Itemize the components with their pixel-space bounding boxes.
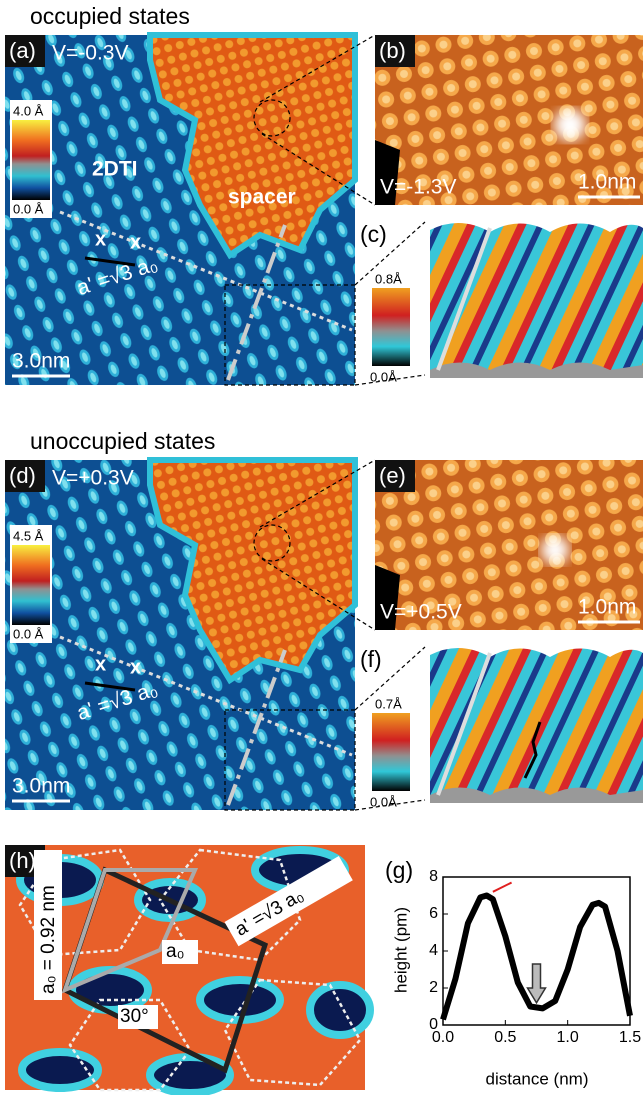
cbar-max: 4.5 Å [13, 528, 44, 543]
scale-label: 3.0nm [12, 350, 70, 373]
bias: V=-1.3V [380, 176, 456, 199]
panel-label: (f) [360, 646, 382, 672]
cbar-max: 4.0 Å [13, 103, 44, 118]
region-label: spacer [228, 186, 296, 209]
x-tick-label: 0.0 [432, 1029, 454, 1046]
panel-e: (e) V=+0.5V 1.0nm [375, 460, 643, 630]
y-axis-label: height (pm) [391, 907, 410, 993]
panel-a: (a) V=-0.3V 4.0 Å 0.0 Å 2DTI spacer x x … [5, 35, 355, 385]
svg-text:x: x [130, 656, 141, 678]
heading: occupied states [30, 3, 190, 29]
panel-label: (c) [360, 221, 387, 247]
cbar-min: 0.0 Å [13, 201, 44, 216]
panel-label: (d) [9, 463, 36, 488]
figure: occupied states (a) V=-0.3V 4.0 Å 0.0 Å … [0, 0, 643, 1095]
y-tick-label: 4 [429, 942, 438, 959]
bias: V=+0.5V [380, 601, 462, 624]
a0-label: a₀ = 0.92 nm [38, 885, 59, 994]
arrow [493, 883, 512, 892]
cbar-min: 0.0Å [370, 369, 397, 384]
cbar-min: 0.0 Å [13, 626, 44, 641]
svg-text:x: x [95, 228, 106, 250]
svg-text:x: x [95, 653, 106, 675]
y-tick-label: 6 [429, 905, 438, 922]
cbar-min: 0.0Å [370, 794, 397, 809]
region-label: 2DTI [92, 158, 138, 181]
svg-text:x: x [130, 231, 141, 253]
arrow [528, 964, 546, 1003]
panel-label: (g) [385, 857, 413, 883]
panel-label: (e) [379, 463, 406, 488]
panel-h: (h) a₀ = 0.92 nm a' =√3 a₀ a₀ 30° [5, 845, 370, 1093]
panel-c: (c) 0.8Å 0.0Å [360, 221, 643, 384]
x-tick-label: 1.0 [557, 1029, 579, 1046]
panel-label: (h) [9, 848, 36, 873]
angle-label: 30° [120, 1006, 149, 1027]
x-axis-label: distance (nm) [486, 1069, 589, 1088]
cbar-max: 0.7Å [375, 696, 402, 711]
a0-short: a₀ [166, 941, 184, 962]
heading: unoccupied states [30, 428, 215, 454]
panel-label: (a) [9, 38, 36, 63]
scale-label: 3.0nm [12, 775, 70, 798]
bias: V=+0.3V [52, 467, 134, 490]
x-tick-label: 0.5 [494, 1029, 516, 1046]
panel-d: (d) V=+0.3V 4.5 Å 0.0 Å x x a' =√3 a₀ 3.… [5, 460, 355, 810]
panel-label: (b) [379, 38, 406, 63]
scale-label: 1.0nm [578, 596, 636, 619]
cbar-max: 0.8Å [375, 271, 402, 286]
x-tick-label: 1.5 [619, 1029, 641, 1046]
panel-f: (f) 0.7Å 0.0Å [360, 646, 643, 809]
y-tick-label: 8 [429, 868, 438, 885]
panel-b: (b) V=-1.3V 1.0nm [375, 35, 643, 205]
y-tick-label: 2 [429, 979, 438, 996]
scale-label: 1.0nm [578, 171, 636, 194]
bias: V=-0.3V [52, 42, 128, 65]
